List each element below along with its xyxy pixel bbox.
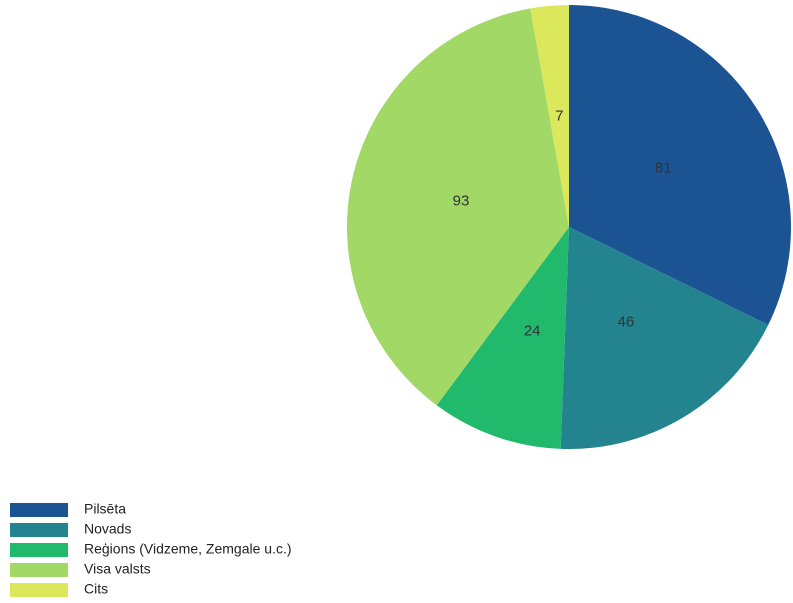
legend-label: Visa valsts (84, 561, 151, 577)
pie-slice (530, 5, 569, 227)
pie-slice (560, 227, 769, 449)
pie-slice (569, 5, 791, 325)
legend-swatch (10, 583, 68, 597)
data-label: 7 (555, 107, 563, 124)
pie-slice (436, 227, 569, 449)
pie-slice (347, 8, 569, 406)
legend-label: Reģions (Vidzeme, Zemgale u.c.) (84, 541, 292, 557)
data-label: 24 (524, 323, 541, 340)
legend-label: Cits (84, 581, 108, 597)
legend-swatch (10, 543, 68, 557)
legend-swatch (10, 563, 68, 577)
data-label: 81 (655, 159, 672, 176)
legend-swatch (10, 503, 68, 517)
legend-label: Novads (84, 521, 131, 537)
legend-swatch (10, 523, 68, 537)
data-label: 46 (618, 313, 635, 330)
legend-label: Pilsēta (84, 501, 126, 517)
data-label: 93 (453, 192, 470, 209)
